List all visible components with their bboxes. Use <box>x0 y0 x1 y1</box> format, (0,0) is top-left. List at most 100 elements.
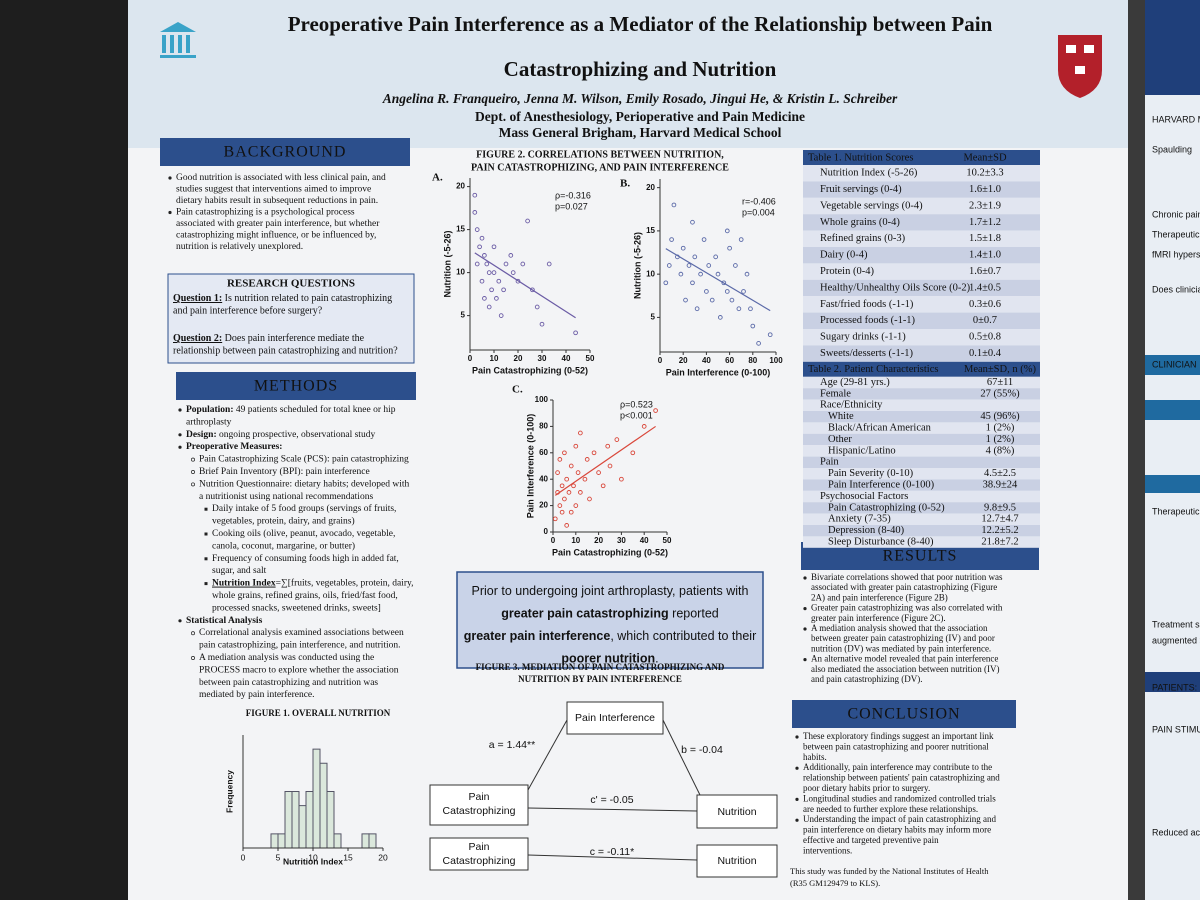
scatter-point <box>568 509 574 515</box>
x-tick-label: 50 <box>663 536 672 545</box>
table-cell: 1.5±1.8 <box>969 233 1001 244</box>
list-line: Statistical Analysis <box>186 616 263 626</box>
table-cell: Race/Ethnicity <box>820 400 883 411</box>
scatter-point <box>503 261 509 267</box>
outcome-label: Nutrition <box>717 855 756 867</box>
bullet <box>178 433 182 437</box>
list-line: nutrition (DV) was mediated by pain inte… <box>811 643 991 653</box>
question-text: relationship between pain catastrophizin… <box>173 346 398 357</box>
histogram-bar <box>291 791 300 849</box>
scatter-point <box>486 304 492 310</box>
scatter-point <box>472 210 478 215</box>
table-row <box>803 502 1040 514</box>
diagram-box <box>429 837 529 871</box>
list-text: These exploratory findings suggest an im… <box>803 731 994 741</box>
trend-line <box>474 252 576 319</box>
list-text: mediated by pain interference. <box>199 689 315 700</box>
list-text: are needed to further explore these rela… <box>803 804 978 814</box>
scatter-point <box>530 287 535 293</box>
bullet <box>803 658 807 662</box>
list-text: Greater pain catastrophizing was also co… <box>811 603 1003 613</box>
list-text: relationship between patients' pain cata… <box>803 773 1000 783</box>
bullet <box>191 482 195 487</box>
scatter-point <box>709 297 715 303</box>
scatter-point <box>669 237 674 242</box>
scatter-point <box>663 280 669 286</box>
bullet <box>191 656 195 660</box>
table-header <box>803 150 1040 165</box>
key-finding-line: greater pain catastrophizing reported <box>501 607 718 621</box>
x-tick-label: 15 <box>343 852 353 862</box>
x-tick-label: 5 <box>276 852 281 862</box>
x-tick-label: 50 <box>586 354 595 363</box>
section-heading: METHODS <box>254 378 338 395</box>
table-cell: 1 (2%) <box>986 423 1015 434</box>
table-row <box>803 456 1040 468</box>
table-cell: 12.7±4.7 <box>981 514 1018 525</box>
table-row <box>803 445 1040 457</box>
content: Preoperative Pain Interference as a Medi… <box>168 12 1200 888</box>
list-line: associated with greater pain catastrophi… <box>811 582 997 592</box>
diagram-box <box>566 701 664 735</box>
list-line: arthroplasty <box>186 418 232 428</box>
section-heading: BACKGROUND <box>224 144 347 161</box>
scatter-point <box>582 476 588 482</box>
scatter-point <box>557 457 563 462</box>
table-row <box>803 197 1040 215</box>
institution: Mass General Brigham, Harvard Medical Sc… <box>499 125 782 140</box>
list-line: Pain catastrophizing is a psychological … <box>176 208 355 218</box>
bullet <box>204 532 208 536</box>
scatter-point <box>578 430 583 436</box>
bullet <box>178 619 182 623</box>
list-label: Population: <box>186 405 234 415</box>
question-line: relationship between pain catastrophizin… <box>173 346 398 357</box>
histogram-bar <box>326 791 335 849</box>
list-text: A mediation analysis was conducted using… <box>199 653 374 663</box>
table-cell: 27 (55%) <box>980 388 1020 399</box>
scatter-point <box>727 245 732 251</box>
scatter-point <box>564 523 570 528</box>
questions-box <box>167 273 415 364</box>
side-text: Therapeutic allian <box>1152 229 1200 239</box>
table-row <box>803 479 1040 491</box>
key-finding-text: reported <box>669 607 719 621</box>
list-line: mediated by pain interference. <box>199 689 315 700</box>
table-cell: Whole grains (0-4) <box>820 217 900 228</box>
scatter-point <box>559 509 565 515</box>
list-line: Additionally, pain interference may cont… <box>803 762 992 772</box>
table-cell: Black/African American <box>828 423 932 434</box>
y-tick-label: 10 <box>456 268 465 277</box>
list-line: vegetables, protein, dairy, and grains) <box>212 516 355 527</box>
list-line: A mediation analysis showed that the ass… <box>811 623 988 633</box>
scatter-point <box>713 254 719 260</box>
side-band <box>1145 400 1200 420</box>
scatter-point <box>562 496 567 502</box>
question-label: Question 1: <box>173 293 222 304</box>
x-tick-label: 40 <box>562 354 571 363</box>
list-line: whole grains, refined grains, oils, frie… <box>212 590 398 601</box>
scatter-point <box>596 470 601 475</box>
table-row <box>803 345 1040 362</box>
x-tick-label: 0 <box>551 536 556 545</box>
x-tick-label: 10 <box>490 354 499 363</box>
list-text: Understanding the impact of pain catastr… <box>803 814 996 824</box>
list-label: Nutrition Index <box>212 579 276 589</box>
histogram-bar <box>305 791 314 849</box>
panel-label: C. <box>512 384 523 396</box>
scatter-point <box>724 228 730 234</box>
list-line: Pain Catastrophizing Scale (PCS): pain c… <box>199 454 409 465</box>
stat-label: p=0.027 <box>555 201 588 211</box>
list-text: effective and targeted preventive pain <box>803 835 939 845</box>
scatter-point <box>546 261 552 267</box>
table-cell: 1 (2%) <box>986 434 1015 445</box>
list-line: Frequency of consuming foods high in add… <box>212 553 399 564</box>
scatter-point <box>736 306 742 312</box>
y-tick-label: 5 <box>651 313 656 322</box>
scatter-point <box>721 280 727 286</box>
key-finding-line: greater pain interference, which contrib… <box>464 629 757 643</box>
list-line: sugar, and salt <box>212 566 267 576</box>
y-tick-label: 15 <box>646 226 655 235</box>
x-tick-label: 20 <box>378 852 388 862</box>
table-cell: Fast/fried foods (-1-1) <box>820 299 914 310</box>
y-tick-label: 10 <box>646 269 655 278</box>
